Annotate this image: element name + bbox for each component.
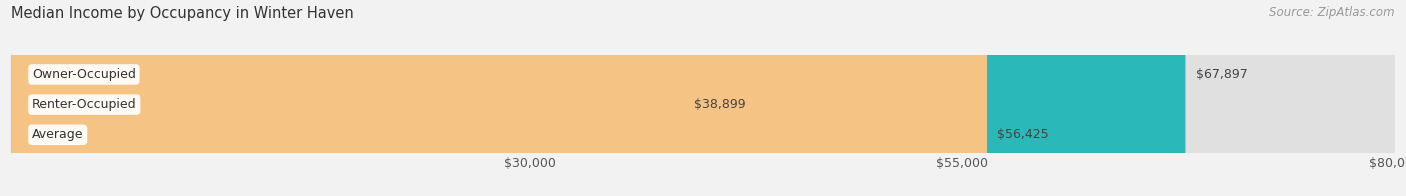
Text: Average: Average [32,128,83,141]
Text: Median Income by Occupancy in Winter Haven: Median Income by Occupancy in Winter Hav… [11,6,354,21]
FancyBboxPatch shape [11,0,683,196]
Text: Source: ZipAtlas.com: Source: ZipAtlas.com [1270,6,1395,19]
Text: $67,897: $67,897 [1197,68,1247,81]
Text: Renter-Occupied: Renter-Occupied [32,98,136,111]
Text: Owner-Occupied: Owner-Occupied [32,68,136,81]
FancyBboxPatch shape [11,0,987,196]
FancyBboxPatch shape [11,0,1395,196]
FancyBboxPatch shape [11,0,1185,196]
FancyBboxPatch shape [11,0,1395,196]
Text: $38,899: $38,899 [695,98,747,111]
Text: $56,425: $56,425 [997,128,1049,141]
FancyBboxPatch shape [11,0,1395,196]
